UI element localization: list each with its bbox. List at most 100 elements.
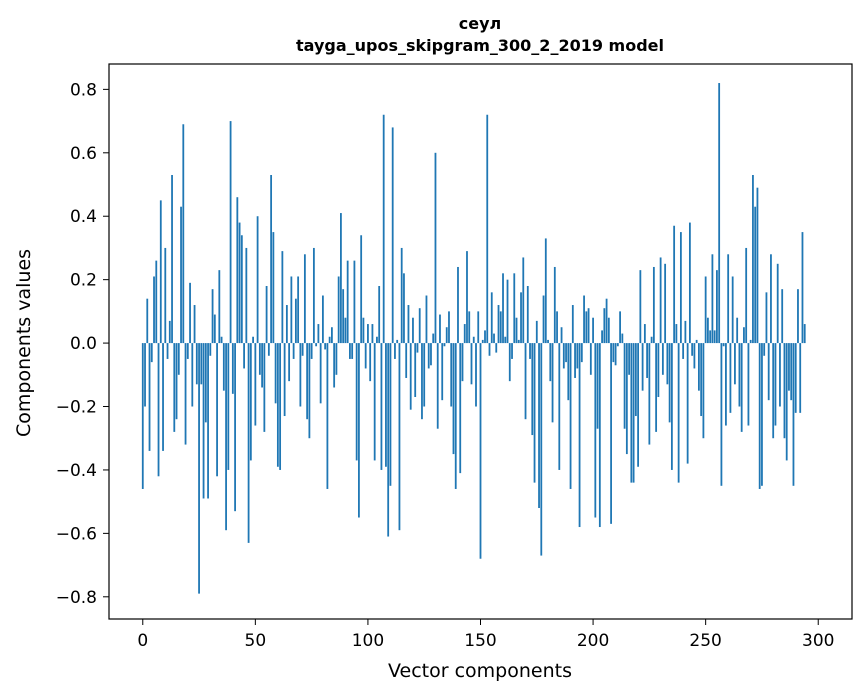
bar-component-38 [227, 343, 230, 470]
bar-component-4 [150, 343, 153, 363]
bar-component-249 [702, 343, 705, 439]
bar-component-257 [720, 343, 723, 486]
bar-component-159 [499, 311, 502, 344]
bar-component-158 [497, 305, 500, 344]
bar-component-11 [166, 343, 169, 359]
bar-component-24 [195, 343, 198, 385]
bar-component-209 [612, 343, 615, 363]
bar-component-127 [427, 343, 430, 369]
bar-component-134 [443, 343, 446, 347]
y-tick-label: 0.0 [70, 334, 97, 354]
bar-component-148 [475, 343, 477, 407]
bar-component-92 [349, 343, 351, 359]
bar-component-281 [774, 343, 777, 426]
bar-component-288 [790, 343, 793, 401]
y-tick-label: −0.8 [56, 588, 97, 608]
bar-component-240 [682, 343, 685, 359]
bar-component-149 [477, 311, 480, 344]
bar-component-57 [270, 175, 273, 344]
bar-component-258 [722, 343, 725, 347]
bar-component-37 [225, 343, 227, 531]
bar-component-68 [294, 298, 297, 344]
bar-component-121 [414, 343, 417, 397]
bar-component-170 [524, 343, 527, 420]
y-tick-label: 0.2 [70, 271, 97, 291]
bar-component-172 [529, 343, 531, 359]
bar-component-1 [144, 343, 146, 407]
bar-component-231 [661, 343, 664, 375]
bar-component-111 [391, 127, 394, 344]
bar-component-124 [421, 343, 423, 420]
bar-component-292 [799, 343, 802, 413]
bar-component-185 [558, 343, 561, 470]
bar-component-133 [441, 343, 444, 401]
bar-component-114 [398, 343, 401, 531]
chart-title: сеул tayga_upos_skipgram_300_2_2019 mode… [296, 14, 664, 55]
bar-component-86 [335, 343, 338, 375]
y-tick-label: −0.2 [56, 398, 97, 418]
bar-component-78 [317, 324, 320, 344]
bar-component-16 [177, 343, 180, 375]
bar-component-178 [542, 295, 545, 344]
bar-component-187 [562, 343, 565, 369]
bar-component-46 [245, 247, 248, 344]
bar-component-278 [767, 343, 770, 401]
bar-component-125 [423, 343, 426, 407]
bar-component-283 [779, 343, 781, 407]
bar-component-34 [218, 270, 221, 344]
x-axis-ticks: 0 50 100 150 200 250 300 [137, 619, 834, 651]
bar-component-122 [416, 343, 419, 353]
bar-component-90 [344, 317, 347, 344]
bar-component-236 [673, 225, 676, 344]
bar-component-212 [619, 311, 621, 344]
y-axis-ticks: −0.8 −0.6 −0.4 −0.2 0.0 0.2 0.4 0.6 0.8 [56, 80, 109, 608]
bar-component-256 [718, 83, 721, 344]
bar-component-250 [704, 276, 707, 344]
bar-component-44 [240, 235, 243, 344]
bar-component-153 [486, 114, 489, 344]
bar-component-69 [297, 276, 300, 344]
bar-component-136 [448, 311, 450, 344]
bar-component-97 [360, 235, 363, 344]
bar-component-89 [342, 289, 345, 344]
bar-component-201 [594, 343, 597, 518]
bar-component-82 [326, 343, 329, 489]
bar-component-95 [355, 343, 358, 461]
bar-component-223 [643, 324, 646, 344]
bar-component-113 [396, 339, 399, 344]
bar-component-259 [725, 343, 727, 426]
bar-component-93 [351, 343, 354, 359]
bar-component-202 [596, 343, 599, 429]
bar-component-239 [679, 232, 682, 344]
bar-component-2 [146, 298, 149, 344]
bar-component-102 [371, 324, 374, 344]
bar-component-169 [522, 257, 525, 344]
bar-component-0 [141, 343, 144, 489]
bar-component-271 [752, 175, 754, 344]
bar-component-3 [148, 343, 151, 451]
bar-component-28 [204, 343, 207, 423]
bar-component-14 [173, 343, 176, 432]
x-tick-label: 300 [802, 631, 834, 651]
bar-component-255 [716, 270, 718, 344]
bar-component-106 [380, 343, 383, 470]
bar-component-193 [576, 343, 579, 369]
bar-component-260 [727, 254, 730, 344]
bar-component-13 [171, 175, 173, 344]
bar-component-192 [574, 343, 576, 378]
bar-component-31 [211, 289, 214, 344]
bar-component-128 [430, 343, 432, 366]
bar-component-214 [623, 343, 626, 429]
y-tick-label: 0.6 [70, 144, 97, 164]
bar-component-198 [587, 308, 590, 344]
bar-component-160 [502, 273, 504, 344]
bar-component-275 [761, 343, 763, 486]
bar-component-241 [684, 320, 687, 344]
bar-component-252 [709, 330, 712, 344]
bar-component-274 [758, 343, 761, 489]
bar-component-19 [184, 343, 187, 445]
bar-component-139 [454, 343, 457, 489]
bar-component-227 [652, 266, 655, 344]
bar-component-116 [403, 273, 405, 344]
bar-component-40 [231, 343, 234, 394]
